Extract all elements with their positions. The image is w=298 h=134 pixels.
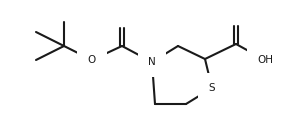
Text: S: S [209,83,215,93]
Text: O: O [88,55,96,65]
Text: OH: OH [257,55,273,65]
Text: N: N [148,57,156,67]
